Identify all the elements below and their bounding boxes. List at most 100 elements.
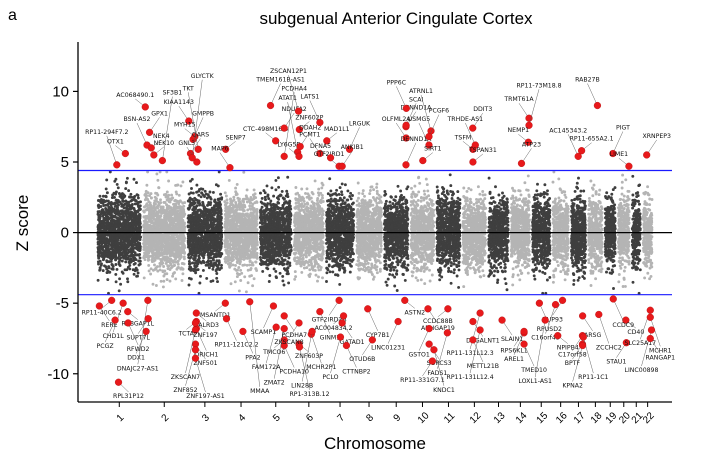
snp-point — [120, 247, 124, 251]
snp-point — [198, 214, 201, 218]
snp-point — [215, 254, 219, 258]
snp-point — [231, 263, 235, 267]
snp-point — [190, 239, 194, 243]
snp-point — [165, 278, 169, 282]
snp-point — [163, 272, 167, 276]
snp-point — [176, 209, 180, 213]
snp-point — [103, 221, 107, 225]
snp-point — [219, 192, 223, 196]
snp-point — [102, 217, 106, 221]
snp-point — [229, 236, 233, 240]
snp-point — [110, 196, 114, 200]
snp-point — [113, 214, 117, 218]
snp-point — [138, 228, 142, 232]
panel-letter: a — [8, 7, 17, 24]
snp-point — [199, 274, 202, 278]
snp-point — [138, 249, 142, 253]
snp-point — [122, 203, 126, 207]
snp-point — [242, 197, 246, 201]
snp-point — [151, 253, 155, 257]
snp-point — [218, 268, 221, 272]
snp-point — [121, 216, 125, 220]
snp-point — [136, 193, 140, 197]
snp-point — [230, 234, 234, 238]
snp-point — [235, 256, 239, 260]
snp-point — [193, 239, 197, 243]
snp-point — [189, 191, 193, 195]
snp-point — [216, 202, 220, 205]
snp-point — [246, 281, 250, 285]
snp-point — [231, 205, 235, 209]
snp-point — [133, 202, 137, 206]
snp-point — [126, 265, 130, 269]
snp-point — [216, 243, 220, 247]
snp-point — [237, 289, 241, 293]
snp-point — [233, 267, 237, 271]
snp-point — [204, 192, 208, 196]
snp-point — [214, 183, 218, 187]
snp-point — [173, 243, 177, 247]
snp-point — [218, 204, 222, 208]
snp-point — [125, 176, 129, 180]
snp-point — [176, 266, 180, 270]
snp-point — [114, 280, 118, 284]
snp-point — [155, 199, 159, 203]
snp-point — [180, 262, 184, 265]
snp-point — [255, 229, 258, 233]
snp-point — [124, 187, 128, 191]
snp-point — [147, 263, 151, 267]
snp-point — [142, 215, 146, 219]
snp-point — [96, 210, 100, 214]
snp-point — [142, 224, 146, 228]
snp-point — [237, 266, 241, 269]
snp-point — [239, 228, 243, 232]
snp-point — [199, 187, 203, 191]
snp-point — [135, 218, 139, 222]
snp-point — [106, 215, 110, 219]
snp-point — [147, 212, 151, 216]
snp-point — [224, 260, 228, 264]
snp-point — [243, 263, 247, 267]
snp-point — [132, 272, 136, 276]
snp-point — [136, 196, 140, 200]
snp-point — [234, 263, 237, 267]
snp-point — [156, 178, 160, 182]
snp-point — [168, 258, 172, 262]
snp-point — [177, 206, 181, 210]
snp-point — [180, 242, 184, 246]
snp-point — [253, 247, 257, 251]
snp-point — [190, 198, 194, 201]
snp-point — [243, 275, 247, 279]
snp-point — [162, 200, 166, 204]
snp-point — [114, 272, 118, 276]
snp-point — [254, 260, 258, 264]
snp-point — [215, 276, 219, 280]
snp-point — [105, 267, 109, 271]
snp-point — [171, 196, 175, 200]
snp-point — [243, 249, 247, 253]
snp-point — [189, 255, 193, 259]
snp-point — [129, 227, 133, 231]
snp-point — [111, 256, 115, 259]
snp-point — [245, 214, 249, 218]
snp-point — [133, 269, 137, 273]
snp-point — [147, 258, 151, 262]
snp-point — [183, 251, 186, 255]
snp-point — [161, 285, 165, 289]
snp-point — [148, 244, 152, 248]
snp-point — [179, 199, 182, 203]
snp-point — [145, 225, 149, 229]
snp-point — [96, 246, 100, 250]
snp-point — [225, 211, 229, 214]
snp-point — [129, 199, 133, 203]
snp-point — [235, 260, 239, 264]
snp-point — [150, 241, 154, 245]
snp-point — [209, 259, 213, 263]
snp-point — [101, 269, 105, 273]
snp-point — [146, 238, 150, 242]
snp-point — [253, 252, 257, 256]
snp-point — [205, 237, 208, 241]
snp-point — [121, 222, 125, 226]
snp-point — [187, 276, 191, 280]
snp-point — [248, 204, 252, 208]
